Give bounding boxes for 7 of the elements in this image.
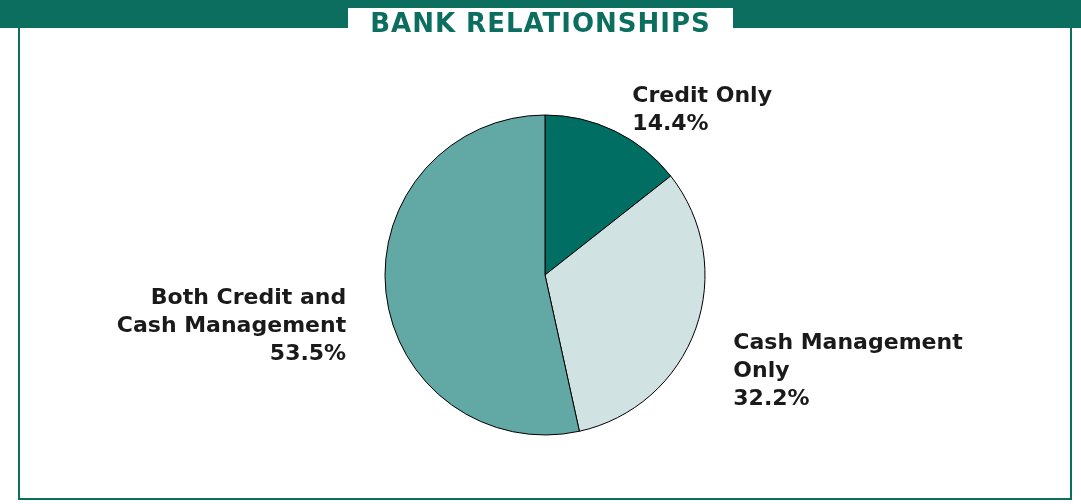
chart-title: BANK RELATIONSHIPS	[348, 8, 733, 38]
slice-label: Both Credit and Cash Management	[116, 283, 347, 337]
data-label: 53.5%	[269, 339, 347, 365]
data-label: 14.4%	[632, 110, 709, 136]
slice-label: Cash Management Only	[733, 329, 964, 383]
data-label: 32.2%	[733, 385, 810, 411]
slice-label: Credit Only	[632, 82, 772, 108]
